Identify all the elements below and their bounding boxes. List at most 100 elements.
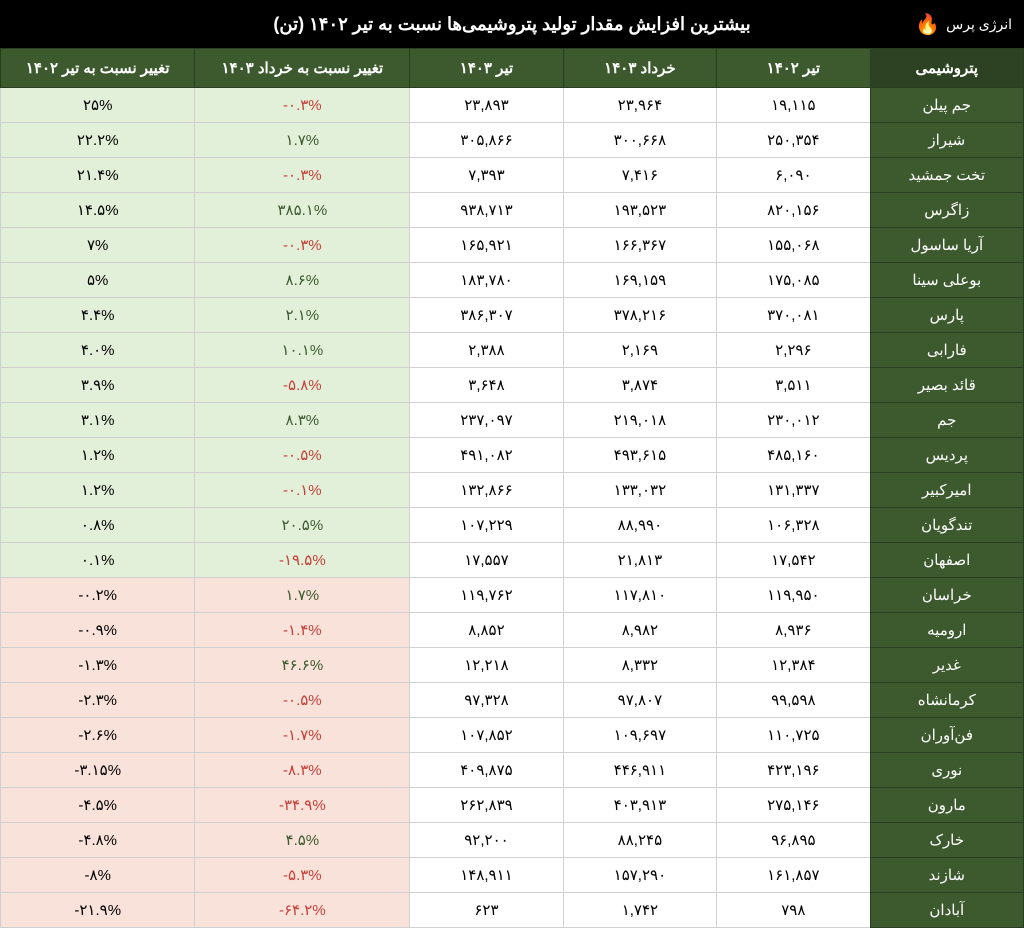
change-vs-tir: ۴.۰%: [1, 333, 195, 368]
change-vs-khordad: ۲.۱%: [195, 298, 410, 333]
value-cell: ۱۶۵,۹۲۱: [410, 228, 563, 263]
value-cell: ۸۲۰,۱۵۶: [717, 193, 870, 228]
value-cell: ۷۹۸: [717, 893, 870, 928]
company-name: پارس: [870, 298, 1023, 333]
change-vs-tir: -۴.۵%: [1, 788, 195, 823]
flame-icon: 🔥: [915, 12, 940, 37]
company-name: تخت جمشید: [870, 158, 1023, 193]
change-vs-khordad: -۸.۳%: [195, 753, 410, 788]
change-vs-khordad: -۱.۴%: [195, 613, 410, 648]
change-vs-tir: ۲۵%: [1, 88, 195, 123]
change-vs-khordad: ۴۶.۶%: [195, 648, 410, 683]
value-cell: ۷,۴۱۶: [563, 158, 716, 193]
change-vs-tir: -۰.۲%: [1, 578, 195, 613]
value-cell: ۱,۷۴۲: [563, 893, 716, 928]
value-cell: ۹۳۸,۷۱۳: [410, 193, 563, 228]
value-cell: ۱۱۹,۹۵۰: [717, 578, 870, 613]
change-vs-khordad: -۳۴.۹%: [195, 788, 410, 823]
change-vs-tir: ۱.۲%: [1, 438, 195, 473]
table-row: کرمانشاه۹۹,۵۹۸۹۷,۸۰۷۹۷,۳۲۸-۰.۵%-۲.۳%: [1, 683, 1024, 718]
value-cell: ۱۶۱,۸۵۷: [717, 858, 870, 893]
table-row: زاگرس۸۲۰,۱۵۶۱۹۳,۵۲۳۹۳۸,۷۱۳۳۸۵.۱%۱۴.۵%: [1, 193, 1024, 228]
value-cell: ۳,۵۱۱: [717, 368, 870, 403]
value-cell: ۱۳۳,۰۳۲: [563, 473, 716, 508]
change-vs-khordad: ۴.۵%: [195, 823, 410, 858]
value-cell: ۸,۹۳۶: [717, 613, 870, 648]
company-name: خارک: [870, 823, 1023, 858]
table-row: آریا ساسول۱۵۵,۰۶۸۱۶۶,۳۶۷۱۶۵,۹۲۱-۰.۳%۷%: [1, 228, 1024, 263]
company-name: قائد بصیر: [870, 368, 1023, 403]
value-cell: ۸,۳۳۲: [563, 648, 716, 683]
col-chg-tir: تغییر نسبت به تیر ۱۴۰۲: [1, 49, 195, 88]
value-cell: ۴۹۳,۶۱۵: [563, 438, 716, 473]
change-vs-khordad: ۸.۶%: [195, 263, 410, 298]
value-cell: ۲۳,۹۶۴: [563, 88, 716, 123]
change-vs-tir: -۰.۹%: [1, 613, 195, 648]
value-cell: ۸,۹۸۲: [563, 613, 716, 648]
value-cell: ۱۰۶,۳۲۸: [717, 508, 870, 543]
value-cell: ۴۲۳,۱۹۶: [717, 753, 870, 788]
change-vs-tir: ۵%: [1, 263, 195, 298]
value-cell: ۲,۲۹۶: [717, 333, 870, 368]
change-vs-khordad: ۱۰.۱%: [195, 333, 410, 368]
value-cell: ۱۵۷,۲۹۰: [563, 858, 716, 893]
change-vs-khordad: -۰.۳%: [195, 158, 410, 193]
table-row: بوعلی سینا۱۷۵,۰۸۵۱۶۹,۱۵۹۱۸۳,۷۸۰۸.۶%۵%: [1, 263, 1024, 298]
col-tir1402: تیر ۱۴۰۲: [717, 49, 870, 88]
value-cell: ۴۸۵,۱۶۰: [717, 438, 870, 473]
value-cell: ۱۲,۲۱۸: [410, 648, 563, 683]
company-name: فارابی: [870, 333, 1023, 368]
logo-text: انرژی پرس: [946, 16, 1012, 33]
value-cell: ۱۶۶,۳۶۷: [563, 228, 716, 263]
value-cell: ۲,۳۸۸: [410, 333, 563, 368]
change-vs-khordad: ۱.۷%: [195, 578, 410, 613]
company-name: اصفهان: [870, 543, 1023, 578]
change-vs-khordad: -۶۴.۲%: [195, 893, 410, 928]
change-vs-tir: ۷%: [1, 228, 195, 263]
change-vs-khordad: ۲۰.۵%: [195, 508, 410, 543]
change-vs-tir: -۱.۳%: [1, 648, 195, 683]
value-cell: ۲۷۵,۱۴۶: [717, 788, 870, 823]
value-cell: ۷,۳۹۳: [410, 158, 563, 193]
change-vs-tir: ۳.۱%: [1, 403, 195, 438]
value-cell: ۳۰۵,۸۶۶: [410, 123, 563, 158]
title-bar: بیشترین افزایش مقدار تولید پتروشیمی‌ها ن…: [0, 0, 1024, 48]
change-vs-tir: ۲۱.۴%: [1, 158, 195, 193]
table-row: ارومیه۸,۹۳۶۸,۹۸۲۸,۸۵۲-۱.۴%-۰.۹%: [1, 613, 1024, 648]
table-row: شازند۱۶۱,۸۵۷۱۵۷,۲۹۰۱۴۸,۹۱۱-۵.۳%-۸%: [1, 858, 1024, 893]
table-row: اصفهان۱۷,۵۴۲۲۱,۸۱۳۱۷,۵۵۷-۱۹.۵%۰.۱%: [1, 543, 1024, 578]
change-vs-khordad: ۳۸۵.۱%: [195, 193, 410, 228]
value-cell: ۱۴۸,۹۱۱: [410, 858, 563, 893]
table-row: تخت جمشید۶,۰۹۰۷,۴۱۶۷,۳۹۳-۰.۳%۲۱.۴%: [1, 158, 1024, 193]
change-vs-khordad: -۰.۳%: [195, 228, 410, 263]
value-cell: ۸۸,۹۹۰: [563, 508, 716, 543]
change-vs-tir: -۸%: [1, 858, 195, 893]
table-row: قائد بصیر۳,۵۱۱۳,۸۷۴۳,۶۴۸-۵.۸%۳.۹%: [1, 368, 1024, 403]
company-name: پردیس: [870, 438, 1023, 473]
value-cell: ۱۲,۳۸۴: [717, 648, 870, 683]
change-vs-khordad: -۵.۸%: [195, 368, 410, 403]
change-vs-tir: ۰.۱%: [1, 543, 195, 578]
value-cell: ۱۱۰,۷۲۵: [717, 718, 870, 753]
change-vs-khordad: -۱۹.۵%: [195, 543, 410, 578]
value-cell: ۱۰۹,۶۹۷: [563, 718, 716, 753]
value-cell: ۳,۸۷۴: [563, 368, 716, 403]
logo: انرژی پرس 🔥: [915, 12, 1012, 37]
table-row: فارابی۲,۲۹۶۲,۱۶۹۲,۳۸۸۱۰.۱%۴.۰%: [1, 333, 1024, 368]
value-cell: ۱۵۵,۰۶۸: [717, 228, 870, 263]
value-cell: ۲۱۹,۰۱۸: [563, 403, 716, 438]
change-vs-tir: ۴.۴%: [1, 298, 195, 333]
page-title: بیشترین افزایش مقدار تولید پتروشیمی‌ها ن…: [273, 14, 750, 35]
value-cell: ۸,۸۵۲: [410, 613, 563, 648]
change-vs-tir: ۱.۲%: [1, 473, 195, 508]
table-row: غدیر۱۲,۳۸۴۸,۳۳۲۱۲,۲۱۸۴۶.۶%-۱.۳%: [1, 648, 1024, 683]
value-cell: ۱۱۷,۸۱۰: [563, 578, 716, 613]
value-cell: ۹۹,۵۹۸: [717, 683, 870, 718]
value-cell: ۹۷,۳۲۸: [410, 683, 563, 718]
table-row: آبادان۷۹۸۱,۷۴۲۶۲۳-۶۴.۲%-۲۱.۹%: [1, 893, 1024, 928]
value-cell: ۱۹,۱۱۵: [717, 88, 870, 123]
change-vs-tir: -۲.۳%: [1, 683, 195, 718]
company-name: زاگرس: [870, 193, 1023, 228]
company-name: امیرکبیر: [870, 473, 1023, 508]
value-cell: ۱۱۹,۷۶۲: [410, 578, 563, 613]
